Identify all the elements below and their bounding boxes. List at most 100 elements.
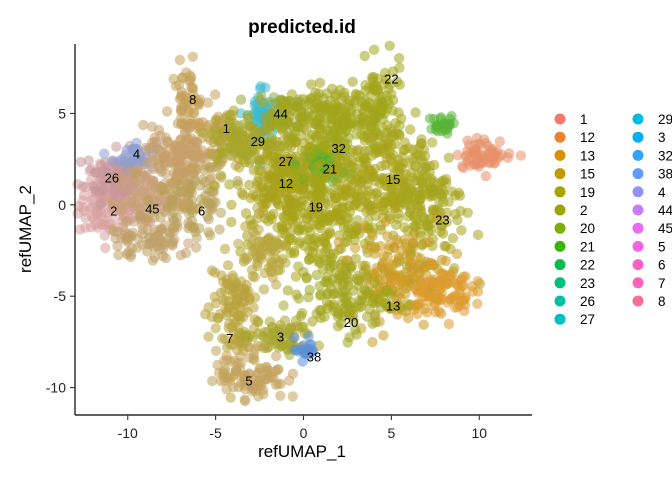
scatter-point xyxy=(377,259,388,270)
cluster-label-12: 12 xyxy=(279,176,293,191)
scatter-point xyxy=(309,103,320,114)
scatter-point xyxy=(334,136,345,147)
scatter-point xyxy=(95,199,107,211)
scatter-point xyxy=(451,248,463,260)
scatter-point xyxy=(278,300,289,311)
scatter-point xyxy=(333,237,344,248)
scatter-point xyxy=(180,247,192,259)
scatter-point xyxy=(279,193,291,205)
scatter-point xyxy=(382,231,393,242)
scatter-point xyxy=(293,323,304,334)
legend-item-1: 1 xyxy=(554,112,588,127)
scatter-point xyxy=(270,350,282,362)
point-cloud-38 xyxy=(289,330,319,367)
scatter-point xyxy=(325,212,337,223)
scatter-point xyxy=(270,338,281,349)
cluster-label-3: 3 xyxy=(277,329,284,344)
scatter-point xyxy=(210,345,222,356)
scatter-point xyxy=(293,225,304,237)
scatter-point xyxy=(298,340,309,351)
scatter-point xyxy=(376,224,387,236)
legend-swatch xyxy=(554,131,566,143)
scatter-point xyxy=(259,97,270,109)
scatter-point xyxy=(281,167,292,179)
y-axis-title: refUMAP_2 xyxy=(16,185,35,273)
scatter-point xyxy=(267,116,278,128)
scatter-point xyxy=(443,152,454,163)
scatter-point xyxy=(415,150,426,161)
legend-item-45: 45 xyxy=(632,221,672,236)
cluster-label-44: 44 xyxy=(273,106,287,121)
scatter-point xyxy=(270,253,281,264)
scatter-point xyxy=(314,110,326,122)
scatter-point xyxy=(394,62,405,73)
scatter-point xyxy=(307,316,318,327)
scatter-point xyxy=(264,316,275,327)
scatter-point xyxy=(277,324,288,335)
scatter-point xyxy=(414,142,425,154)
scatter-point xyxy=(263,215,274,227)
scatter-point xyxy=(346,104,357,115)
scatter-point xyxy=(351,145,363,157)
legend-swatch xyxy=(554,313,566,325)
scatter-point xyxy=(149,206,160,217)
scatter-point xyxy=(385,152,396,163)
scatter-point xyxy=(173,168,184,180)
scatter-point xyxy=(133,190,144,202)
scatter-point xyxy=(406,258,417,269)
scatter-point xyxy=(243,286,254,297)
scatter-point xyxy=(303,254,315,266)
scatter-point xyxy=(179,142,190,153)
scatter-point xyxy=(266,371,277,382)
scatter-point xyxy=(421,307,433,318)
scatter-point xyxy=(306,79,317,90)
cluster-label-22: 22 xyxy=(384,72,398,87)
scatter-point xyxy=(281,179,293,190)
scatter-point xyxy=(363,145,374,156)
scatter-point xyxy=(391,128,402,139)
scatter-point xyxy=(210,115,222,126)
scatter-point xyxy=(286,89,298,100)
scatter-point xyxy=(238,330,250,341)
scatter-point xyxy=(411,220,422,231)
scatter-point xyxy=(366,119,377,131)
legend-item-29: 29 xyxy=(632,112,672,127)
scatter-point xyxy=(459,299,471,310)
scatter-point xyxy=(408,230,419,241)
legend-swatch xyxy=(632,149,644,161)
scatter-point xyxy=(480,170,492,182)
scatter-point xyxy=(401,243,413,254)
scatter-point xyxy=(206,265,218,276)
scatter-point xyxy=(372,145,383,156)
scatter-point xyxy=(249,244,260,255)
scatter-point xyxy=(123,174,134,185)
cluster-label-4: 4 xyxy=(133,147,140,162)
scatter-point xyxy=(381,141,392,152)
scatter-point xyxy=(168,73,179,85)
scatter-point xyxy=(370,80,382,91)
scatter-point xyxy=(445,113,456,125)
legend-label: 23 xyxy=(580,276,595,291)
legend-label: 21 xyxy=(580,239,595,254)
scatter-point xyxy=(364,204,375,216)
point-cloud-extra xyxy=(124,119,218,209)
scatter-point xyxy=(299,240,310,252)
scatter-point xyxy=(252,213,263,224)
cluster-label-29: 29 xyxy=(251,134,265,149)
scatter-point xyxy=(360,79,371,91)
scatter-point xyxy=(147,237,158,248)
scatter-point xyxy=(369,248,380,259)
scatter-point xyxy=(473,161,485,172)
scatter-point xyxy=(349,242,361,254)
scatter-point xyxy=(380,216,392,227)
scatter-point xyxy=(458,281,469,292)
scatter-point xyxy=(80,222,91,233)
scatter-point xyxy=(314,220,325,231)
scatter-point xyxy=(386,191,397,202)
point-cloud-extra xyxy=(452,132,526,182)
scatter-point xyxy=(112,175,124,186)
legend-item-20: 20 xyxy=(554,221,595,236)
scatter-point xyxy=(233,162,245,173)
scatter-point xyxy=(241,141,252,152)
scatter-point xyxy=(115,206,127,217)
